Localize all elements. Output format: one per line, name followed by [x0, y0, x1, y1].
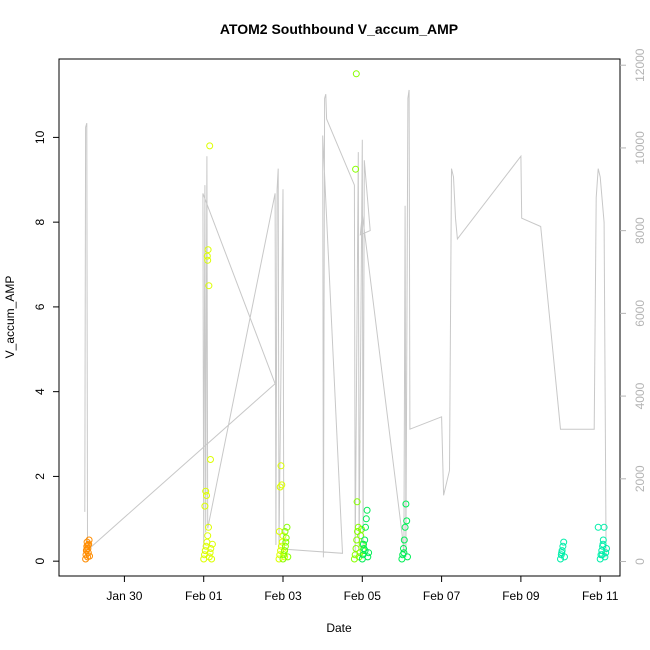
scatter-point — [353, 536, 361, 544]
scatter-point — [599, 536, 607, 544]
scatter-point — [365, 549, 373, 557]
scatter-point — [599, 540, 607, 548]
y-tick-label: 10 — [33, 130, 47, 144]
scatter-point — [400, 545, 407, 552]
scatter-point — [352, 165, 360, 173]
scatter-point — [202, 487, 210, 495]
scatter-point — [353, 498, 361, 506]
x-axis-label: Date — [326, 621, 352, 635]
scatter-point — [400, 536, 408, 544]
y-axis: 0 2 4 6 8 10 — [33, 130, 59, 565]
accum-line — [84, 89, 607, 558]
scatter-point — [594, 523, 602, 531]
scatter-point — [403, 517, 411, 525]
scatter-point — [598, 551, 606, 559]
scatter-point — [283, 523, 291, 531]
y2-tick-label: 2000 — [633, 465, 647, 492]
scatter-point — [84, 549, 92, 557]
scatter-point — [207, 545, 215, 552]
scatter-point — [559, 542, 567, 550]
scatter-point — [281, 547, 289, 555]
scatter-point — [83, 545, 91, 553]
scatter-point — [278, 481, 286, 489]
x-tick-label: Feb 11 — [582, 589, 619, 603]
scatter-point — [603, 545, 610, 552]
scatter-point — [602, 549, 610, 557]
plot-frame — [58, 58, 621, 577]
scatter-point — [277, 462, 285, 470]
scatter-point — [362, 523, 369, 531]
chart-title: ATOM2 Southbound V_accum_AMP — [220, 21, 458, 37]
y-tick-label: 2 — [33, 473, 47, 480]
scatter-point — [85, 536, 93, 544]
y2-axis: 0 2000 4000 6000 8000 10000 12000 — [620, 48, 647, 565]
scatter-point — [208, 555, 216, 563]
y2-tick-label: 4000 — [633, 382, 647, 409]
scatter-point — [560, 538, 568, 546]
scatter-point — [358, 525, 365, 533]
scatter-points — [82, 70, 610, 563]
scatter-point — [208, 540, 216, 548]
scatter-point — [361, 547, 369, 555]
scatter-point — [281, 528, 289, 535]
scatter-point — [280, 551, 288, 559]
y2-tick-label: 12000 — [633, 48, 647, 82]
x-tick-label: Feb 05 — [344, 589, 382, 603]
y-tick-label: 0 — [33, 558, 47, 565]
scatter-point — [352, 70, 360, 78]
scatter-point — [206, 549, 214, 557]
scatter-point — [363, 506, 371, 514]
scatter-point — [203, 492, 210, 499]
scatter-point — [557, 555, 564, 563]
scatter-point — [281, 542, 289, 550]
y2-tick-label: 10000 — [633, 131, 647, 165]
y-tick-label: 8 — [33, 218, 47, 225]
scatter-point — [401, 523, 409, 531]
scatter-point — [558, 549, 566, 557]
scatter-point — [86, 552, 93, 560]
x-tick-label: Jan 30 — [106, 589, 142, 603]
scatter-point — [84, 545, 92, 552]
scatter-point — [361, 536, 369, 544]
scatter-point — [352, 545, 360, 552]
scatter-point — [204, 246, 212, 254]
x-tick-label: Feb 01 — [185, 589, 223, 603]
scatter-point — [360, 540, 367, 548]
scatter-point — [402, 500, 410, 508]
x-tick-label: Feb 03 — [264, 589, 302, 603]
scatter-point — [205, 282, 213, 290]
scatter-point — [204, 532, 212, 540]
y2-tick-label: 8000 — [633, 217, 647, 244]
x-axis: Jan 30 Feb 01 Feb 03 Feb 05 Feb 07 Feb 09 Feb … — [106, 576, 619, 603]
scatter-point — [84, 541, 92, 549]
line-series — [84, 89, 607, 558]
y-axis-label: V_accum_AMP — [3, 276, 17, 359]
scatter-point — [400, 549, 408, 557]
x-tick-label: Feb 07 — [423, 589, 461, 603]
y2-tick-label: 6000 — [633, 300, 647, 327]
x-tick-label: Feb 09 — [502, 589, 540, 603]
scatter-point — [284, 553, 292, 561]
y2-tick-label: 0 — [633, 558, 647, 565]
scatter-point — [282, 538, 290, 546]
scatter-point — [205, 523, 212, 531]
y-tick-label: 6 — [33, 303, 47, 310]
scatter-point — [205, 553, 213, 561]
scatter-point — [204, 256, 212, 264]
scatter-point — [364, 553, 372, 561]
scatter-point — [206, 142, 214, 150]
scatter-point — [276, 483, 284, 491]
scatter-point — [404, 553, 411, 561]
scatter-point — [201, 502, 209, 510]
scatter-point — [207, 456, 214, 463]
scatter-point — [362, 515, 370, 523]
y-tick-label: 4 — [33, 388, 47, 395]
scatter-point — [282, 534, 290, 542]
